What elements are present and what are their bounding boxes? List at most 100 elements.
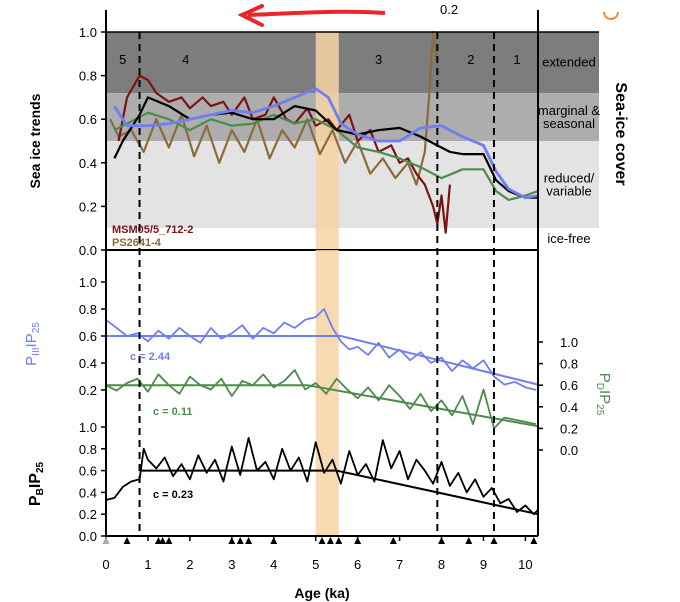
top-y-label: Sea ice trends bbox=[27, 93, 43, 188]
biomarker-series bbox=[105, 308, 539, 516]
age-marker-3 bbox=[165, 537, 173, 544]
pb-tick-label-5: 0.0 bbox=[79, 529, 97, 544]
top-ytick-label-1: 0.2 bbox=[79, 199, 97, 214]
zone-boundaries bbox=[138, 32, 495, 536]
x-axis-label: Age (ka) bbox=[294, 585, 349, 601]
zone-label-0: 5 bbox=[119, 52, 126, 67]
band-label-1-a: marginal & bbox=[538, 103, 600, 118]
pb-tick-label-2: 0.6 bbox=[79, 464, 97, 479]
pb-tick-label-1: 0.8 bbox=[79, 442, 97, 457]
right-y-ticks: 1.0 0.8 0.6 0.4 0.2 0.0 bbox=[538, 335, 578, 458]
age-marker-10 bbox=[335, 537, 343, 544]
red-arrow-head bbox=[237, 4, 264, 27]
pb-tick-label-0: 1.0 bbox=[79, 420, 97, 435]
pd-tick-label-4: 0.2 bbox=[560, 421, 578, 436]
legend-msm05: MSM05/5_712-2 bbox=[112, 224, 193, 236]
age-marker-15 bbox=[490, 537, 498, 544]
xtick-label-6: 6 bbox=[354, 557, 361, 572]
red-arrow-annotation bbox=[247, 9, 386, 17]
age-marker-4 bbox=[228, 537, 236, 544]
piii-tick-label-2: 0.6 bbox=[79, 329, 97, 344]
band-2 bbox=[106, 141, 599, 229]
bottom-y-ticks: 1.0 0.8 0.6 0.4 0.2 1.0 0.8 0.6 0.4 0.2 0.0 bbox=[79, 275, 106, 544]
age-markers bbox=[102, 537, 538, 544]
annotation-c-pd: c = 0.11 bbox=[153, 406, 192, 418]
xtick-label-0: 0 bbox=[102, 557, 109, 572]
legend-ps2641: PS2641-4 bbox=[112, 237, 162, 249]
band-labels: extended marginal &seasonal reduced/variab… bbox=[538, 55, 600, 247]
age-marker-7 bbox=[270, 537, 278, 544]
series-line-3 bbox=[113, 96, 538, 199]
piii-tick-label-3: 0.4 bbox=[79, 356, 97, 371]
age-marker-origin bbox=[102, 537, 110, 544]
top-ytick-label-0: 0.0 bbox=[79, 243, 97, 258]
zone-label-1: 4 bbox=[182, 52, 189, 67]
zone-label-3: 2 bbox=[467, 52, 474, 67]
piii-tick-label-0: 1.0 bbox=[79, 275, 97, 290]
band-label-0: extended bbox=[542, 55, 596, 70]
xtick-label-2: 2 bbox=[186, 557, 193, 572]
pdip25-label: PDIP25 bbox=[594, 373, 613, 416]
xtick-label-8: 8 bbox=[438, 557, 445, 572]
zone-labels: 5 4 3 2 1 bbox=[119, 52, 520, 67]
top-ytick-label-3: 0.6 bbox=[79, 112, 97, 127]
age-marker-12 bbox=[389, 537, 397, 544]
annotation-c-pb: c = 0.23 bbox=[153, 489, 193, 501]
data-line-2 bbox=[105, 437, 539, 516]
pd-tick-label-3: 0.4 bbox=[560, 400, 578, 415]
right-label-sea-ice-cover: Sea-ice cover bbox=[612, 82, 629, 185]
data-line-1 bbox=[105, 308, 537, 391]
xtick-label-7: 7 bbox=[396, 557, 403, 572]
top-y-ticks: 0.0 0.2 0.4 0.6 0.8 1.0 bbox=[79, 25, 106, 258]
age-marker-2 bbox=[159, 537, 167, 544]
xtick-label-10: 10 bbox=[518, 557, 532, 572]
sun-icon bbox=[603, 11, 619, 20]
annotation-c-piii: c = 2.44 bbox=[130, 351, 171, 363]
pbip25-label: PBIP25 bbox=[27, 461, 46, 506]
age-marker-9 bbox=[326, 537, 334, 544]
band-label-2-a: reduced/ bbox=[544, 171, 595, 186]
age-marker-0 bbox=[123, 537, 131, 544]
pd-tick-label-2: 0.6 bbox=[560, 378, 578, 393]
pb-tick-label-4: 0.2 bbox=[79, 507, 97, 522]
pd-tick-label-0: 1.0 bbox=[560, 335, 578, 350]
band-3 bbox=[106, 228, 599, 250]
sea-ice-bands bbox=[106, 32, 599, 250]
age-marker-5 bbox=[236, 537, 244, 544]
pd-tick-label-1: 0.8 bbox=[560, 357, 578, 372]
age-marker-6 bbox=[245, 537, 253, 544]
data-line-0 bbox=[105, 369, 537, 430]
pb-tick-label-3: 0.4 bbox=[79, 485, 97, 500]
series-line-0 bbox=[109, 30, 439, 186]
zone-label-4: 1 bbox=[513, 52, 520, 67]
band-label-3: ice-free bbox=[547, 231, 590, 246]
age-marker-14 bbox=[465, 537, 473, 544]
band-label-1-b: seasonal bbox=[543, 116, 595, 131]
zone-label-2: 3 bbox=[375, 52, 382, 67]
xtick-label-1: 1 bbox=[144, 557, 151, 572]
pd-tick-label-5: 0.0 bbox=[560, 443, 578, 458]
age-marker-16 bbox=[530, 537, 538, 544]
band-label-2-b: variable bbox=[546, 184, 592, 199]
top-ytick-label-5: 1.0 bbox=[79, 25, 97, 40]
series-line-4 bbox=[113, 87, 539, 200]
top-fragment-text: 0.2 bbox=[440, 2, 458, 17]
fit-line-0 bbox=[106, 384, 539, 428]
sea-ice-series bbox=[109, 30, 539, 234]
age-marker-11 bbox=[354, 537, 362, 544]
piii-tick-label-1: 0.8 bbox=[79, 302, 97, 317]
age-marker-13 bbox=[438, 537, 446, 544]
x-ticks: 0 1 2 3 4 5 6 7 8 9 10 bbox=[102, 536, 533, 572]
top-ytick-label-2: 0.4 bbox=[79, 156, 97, 171]
age-marker-8 bbox=[318, 537, 326, 544]
series-line-1 bbox=[117, 74, 451, 234]
piiiip25-label: PIIIIP25 bbox=[23, 322, 42, 366]
top-ytick-label-4: 0.8 bbox=[79, 69, 97, 84]
xtick-label-9: 9 bbox=[480, 557, 487, 572]
xtick-label-3: 3 bbox=[228, 557, 235, 572]
xtick-label-4: 4 bbox=[270, 557, 277, 572]
band-0 bbox=[106, 32, 599, 94]
piii-tick-label-4: 0.2 bbox=[79, 383, 97, 398]
xtick-label-5: 5 bbox=[312, 557, 319, 572]
